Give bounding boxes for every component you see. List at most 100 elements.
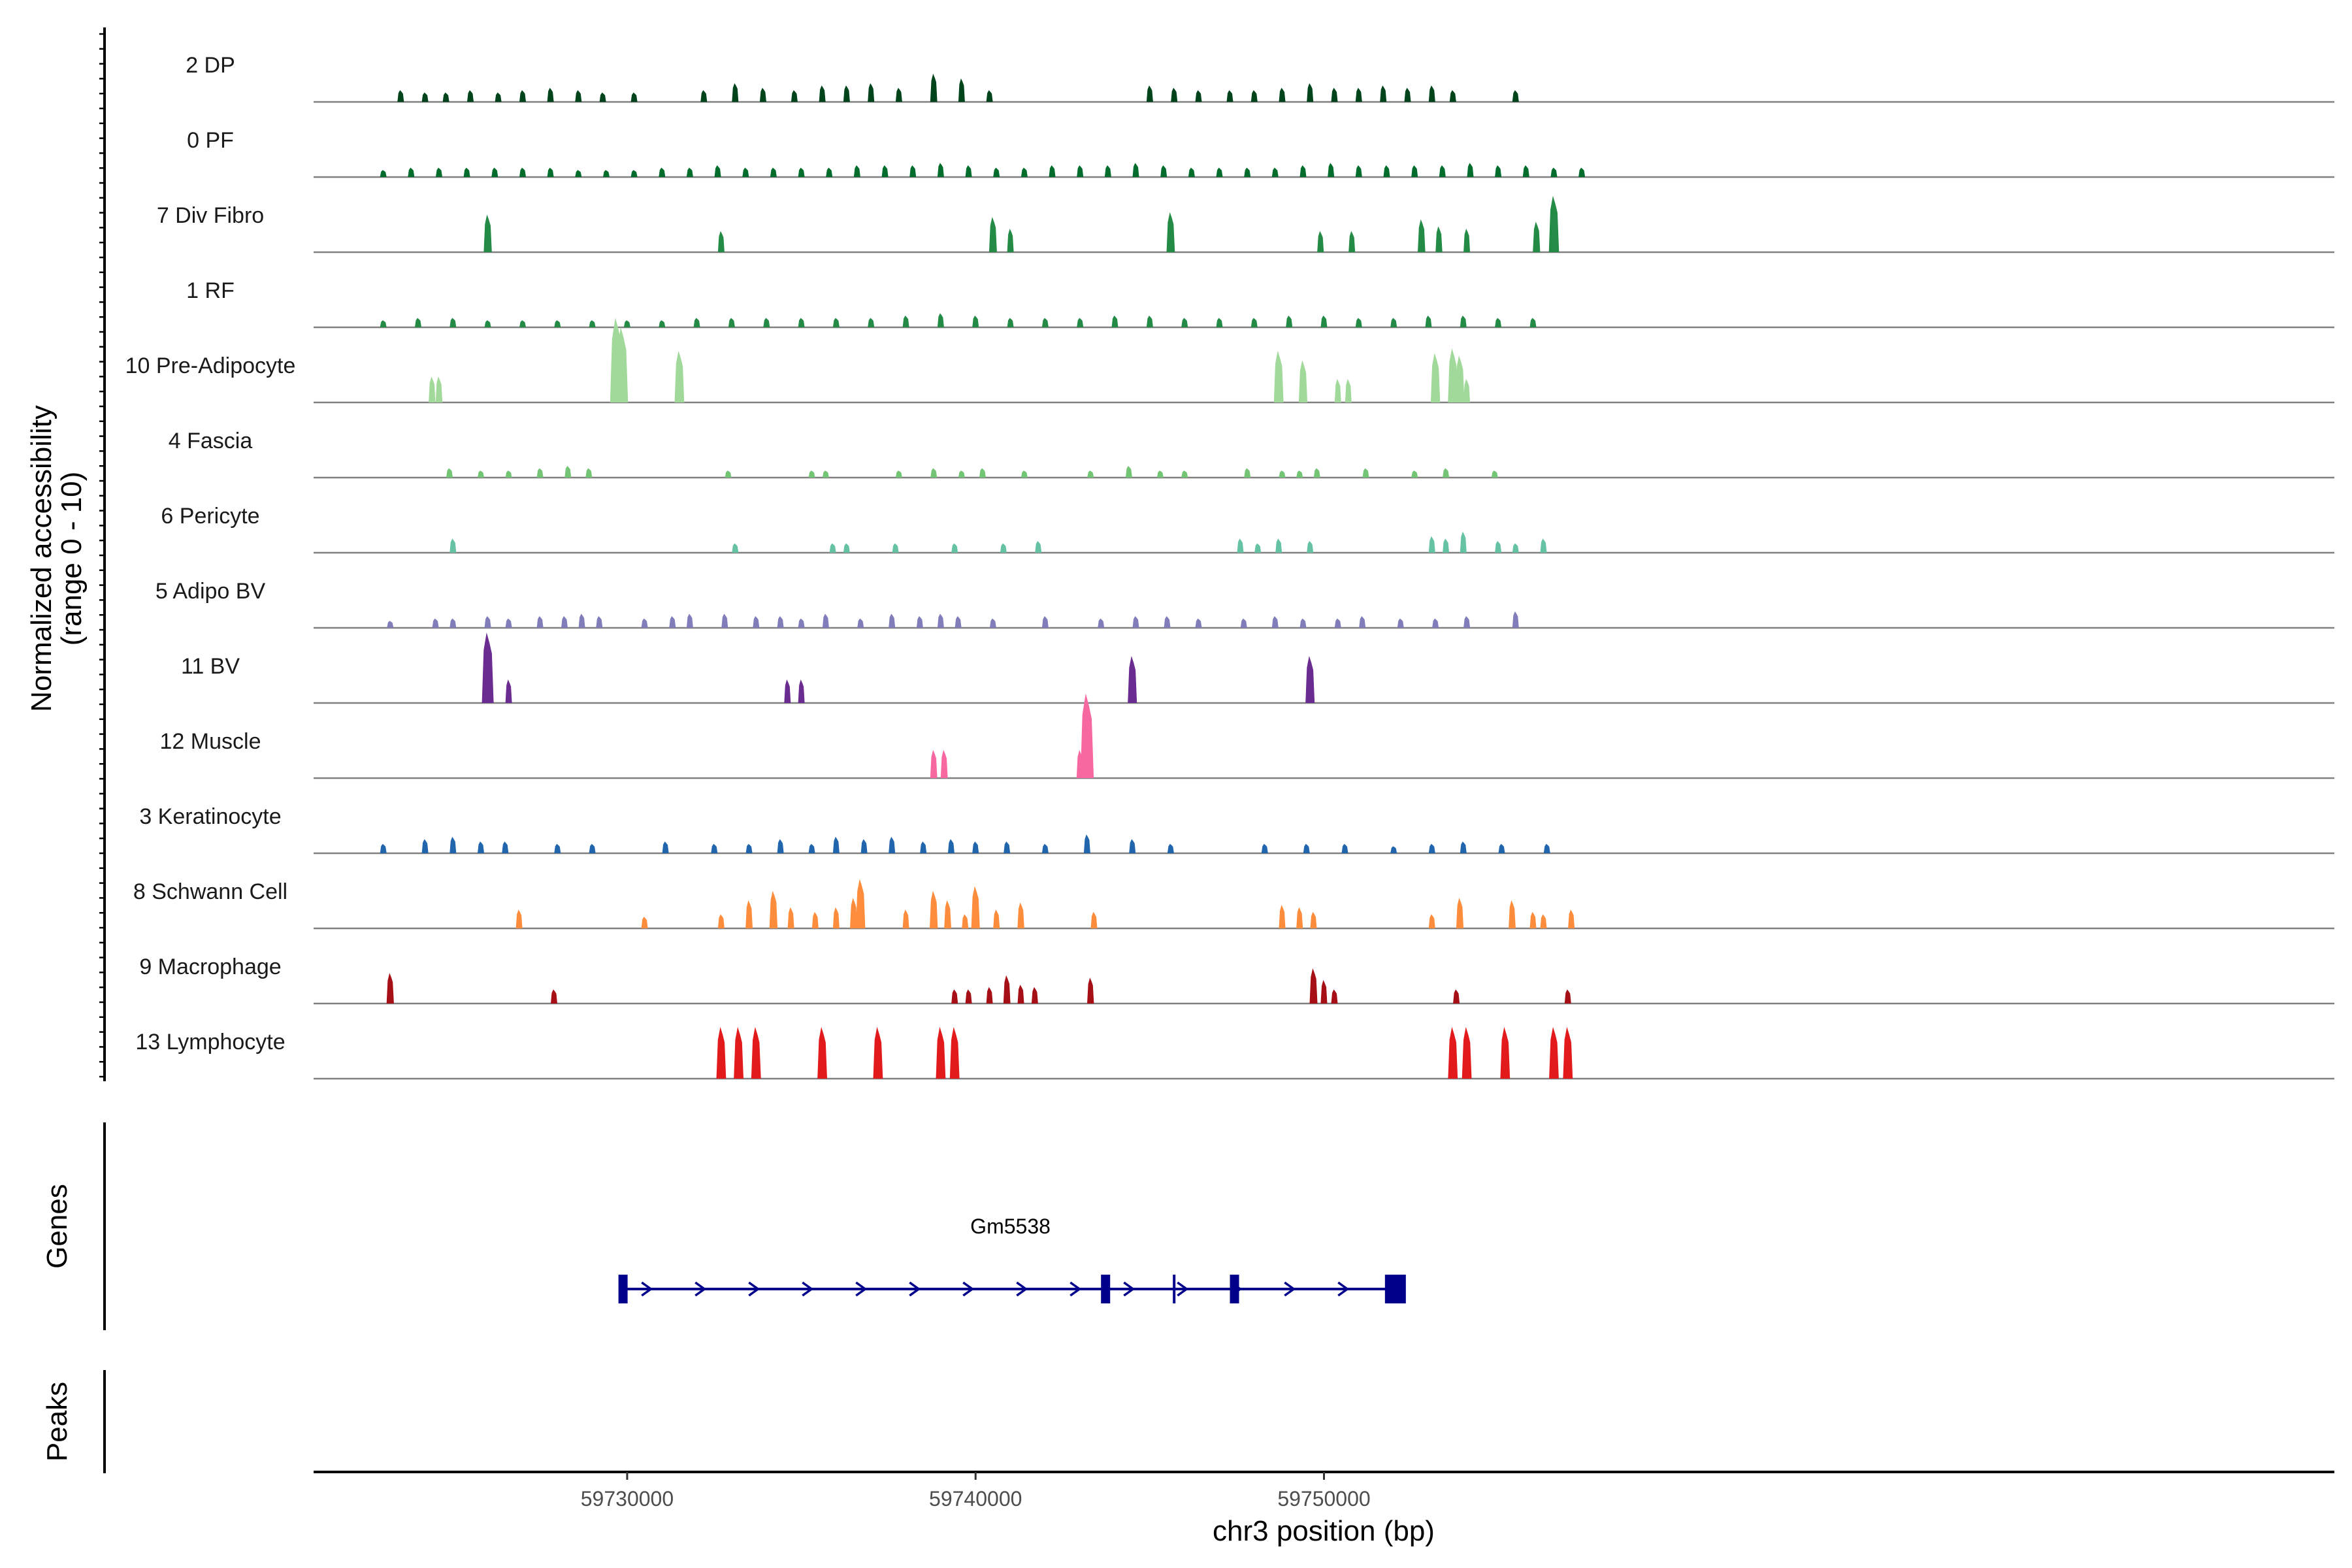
accessibility-peak xyxy=(742,167,749,177)
accessibility-peak xyxy=(1299,165,1307,177)
accessibility-peak xyxy=(1455,355,1465,402)
accessibility-peak xyxy=(1463,616,1471,628)
accessibility-peak xyxy=(432,618,439,628)
accessibility-peak xyxy=(1334,618,1341,628)
accessibility-peak xyxy=(491,167,498,177)
accessibility-peak xyxy=(745,900,753,928)
accessibility-peak xyxy=(857,618,864,628)
accessibility-peak xyxy=(989,618,996,628)
accessibility-peak xyxy=(1430,353,1441,402)
accessibility-peak xyxy=(714,165,721,177)
accessibility-peak xyxy=(1390,846,1397,853)
accessibility-peak xyxy=(1250,90,1258,102)
accessibility-peak xyxy=(1331,88,1338,102)
accessibility-peak xyxy=(1428,843,1435,853)
accessibility-peak xyxy=(798,167,805,177)
accessibility-peak xyxy=(920,841,927,853)
gene-exon xyxy=(1384,1275,1406,1303)
track-5-adipo-bv: 5 Adipo BV xyxy=(155,579,2334,629)
accessibility-peak xyxy=(916,616,923,628)
accessibility-peak xyxy=(1462,1026,1472,1079)
strand-arrow xyxy=(1284,1281,1296,1297)
track-label: 12 Muscle xyxy=(160,729,261,754)
accessibility-peak xyxy=(930,749,938,778)
accessibility-peak xyxy=(1273,350,1284,402)
accessibility-peak xyxy=(808,843,815,853)
accessibility-peak xyxy=(826,167,833,177)
accessibility-peak xyxy=(1355,165,1362,177)
accessibility-peak xyxy=(561,616,568,628)
accessibility-peak xyxy=(1522,165,1529,177)
accessibility-peak xyxy=(603,170,610,177)
track-11-bv: 11 BV xyxy=(181,632,2334,704)
accessibility-peak xyxy=(575,90,582,102)
accessibility-peak xyxy=(1275,538,1282,553)
accessibility-peak xyxy=(947,839,955,853)
accessibility-peak xyxy=(1299,618,1307,628)
accessibility-peak xyxy=(850,898,858,928)
strand-arrow xyxy=(1070,1281,1082,1297)
accessibility-peak xyxy=(798,618,805,628)
accessibility-peak xyxy=(596,616,603,628)
accessibility-peak xyxy=(868,83,875,102)
y-axis-title-line2: (range 0 - 10) xyxy=(56,472,88,646)
track-label: 0 PF xyxy=(187,128,234,153)
accessibility-peak xyxy=(1397,618,1404,628)
accessibility-peak xyxy=(1509,900,1516,928)
accessibility-peak xyxy=(1244,468,1251,478)
accessibility-peak xyxy=(832,318,840,327)
accessibility-peak xyxy=(716,1026,727,1079)
accessibility-peak xyxy=(686,613,693,628)
accessibility-peak xyxy=(881,165,889,177)
accessibility-peak xyxy=(623,320,630,327)
accessibility-peak xyxy=(1411,470,1418,478)
accessibility-peak xyxy=(467,90,474,102)
accessibility-peak xyxy=(564,466,572,478)
accessibility-peak xyxy=(769,890,778,928)
accessibility-peak xyxy=(1298,360,1308,402)
accessibility-peak xyxy=(930,468,938,478)
accessibility-peak xyxy=(380,170,387,177)
accessibility-peak xyxy=(777,616,784,628)
accessibility-peak xyxy=(1460,316,1467,327)
x-ticks: 59730000 59740000 59750000 xyxy=(581,1472,1371,1511)
track-label: 6 Pericyte xyxy=(161,504,259,529)
gene-model: Gm5538 xyxy=(618,1215,1406,1303)
accessibility-peak xyxy=(1007,229,1014,252)
accessibility-peak xyxy=(1328,163,1335,177)
accessibility-peak xyxy=(599,92,606,102)
accessibility-peak xyxy=(721,613,728,628)
accessibility-peak xyxy=(819,85,826,102)
accessibility-peak xyxy=(386,973,394,1004)
accessibility-peak xyxy=(930,73,938,102)
track-9-macrophage: 9 Macrophage xyxy=(139,955,2334,1005)
accessibility-peak xyxy=(1250,318,1258,327)
accessibility-peak xyxy=(1533,221,1541,252)
accessibility-peak xyxy=(1216,318,1223,327)
gene-exon xyxy=(618,1275,628,1303)
accessibility-peak xyxy=(515,909,523,928)
accessibility-peak xyxy=(1404,88,1411,102)
accessibility-peak xyxy=(1498,843,1505,853)
accessibility-peak xyxy=(1334,379,1341,402)
accessibility-peak xyxy=(630,170,638,177)
track-label: 1 RF xyxy=(186,278,235,303)
accessibility-peak xyxy=(1307,83,1314,102)
accessibility-peak xyxy=(1104,165,1111,177)
accessibility-peak xyxy=(745,843,753,853)
accessibility-peak xyxy=(1240,618,1247,628)
accessibility-peak xyxy=(686,167,693,177)
accessibility-peak xyxy=(536,468,544,478)
accessibility-peak xyxy=(1125,466,1132,478)
accessibility-peak xyxy=(536,616,544,628)
accessibility-peak xyxy=(955,616,962,628)
track-1-rf: 1 RF xyxy=(186,278,2334,329)
accessibility-peak xyxy=(951,543,958,553)
accessibility-peak xyxy=(1167,843,1174,853)
accessibility-peak xyxy=(1111,316,1119,327)
accessibility-peak xyxy=(1449,90,1456,102)
accessibility-peak xyxy=(1463,229,1471,252)
track-2-dp: 2 DP xyxy=(186,53,2334,103)
accessibility-peak xyxy=(1313,468,1320,478)
accessibility-peak xyxy=(986,987,993,1004)
